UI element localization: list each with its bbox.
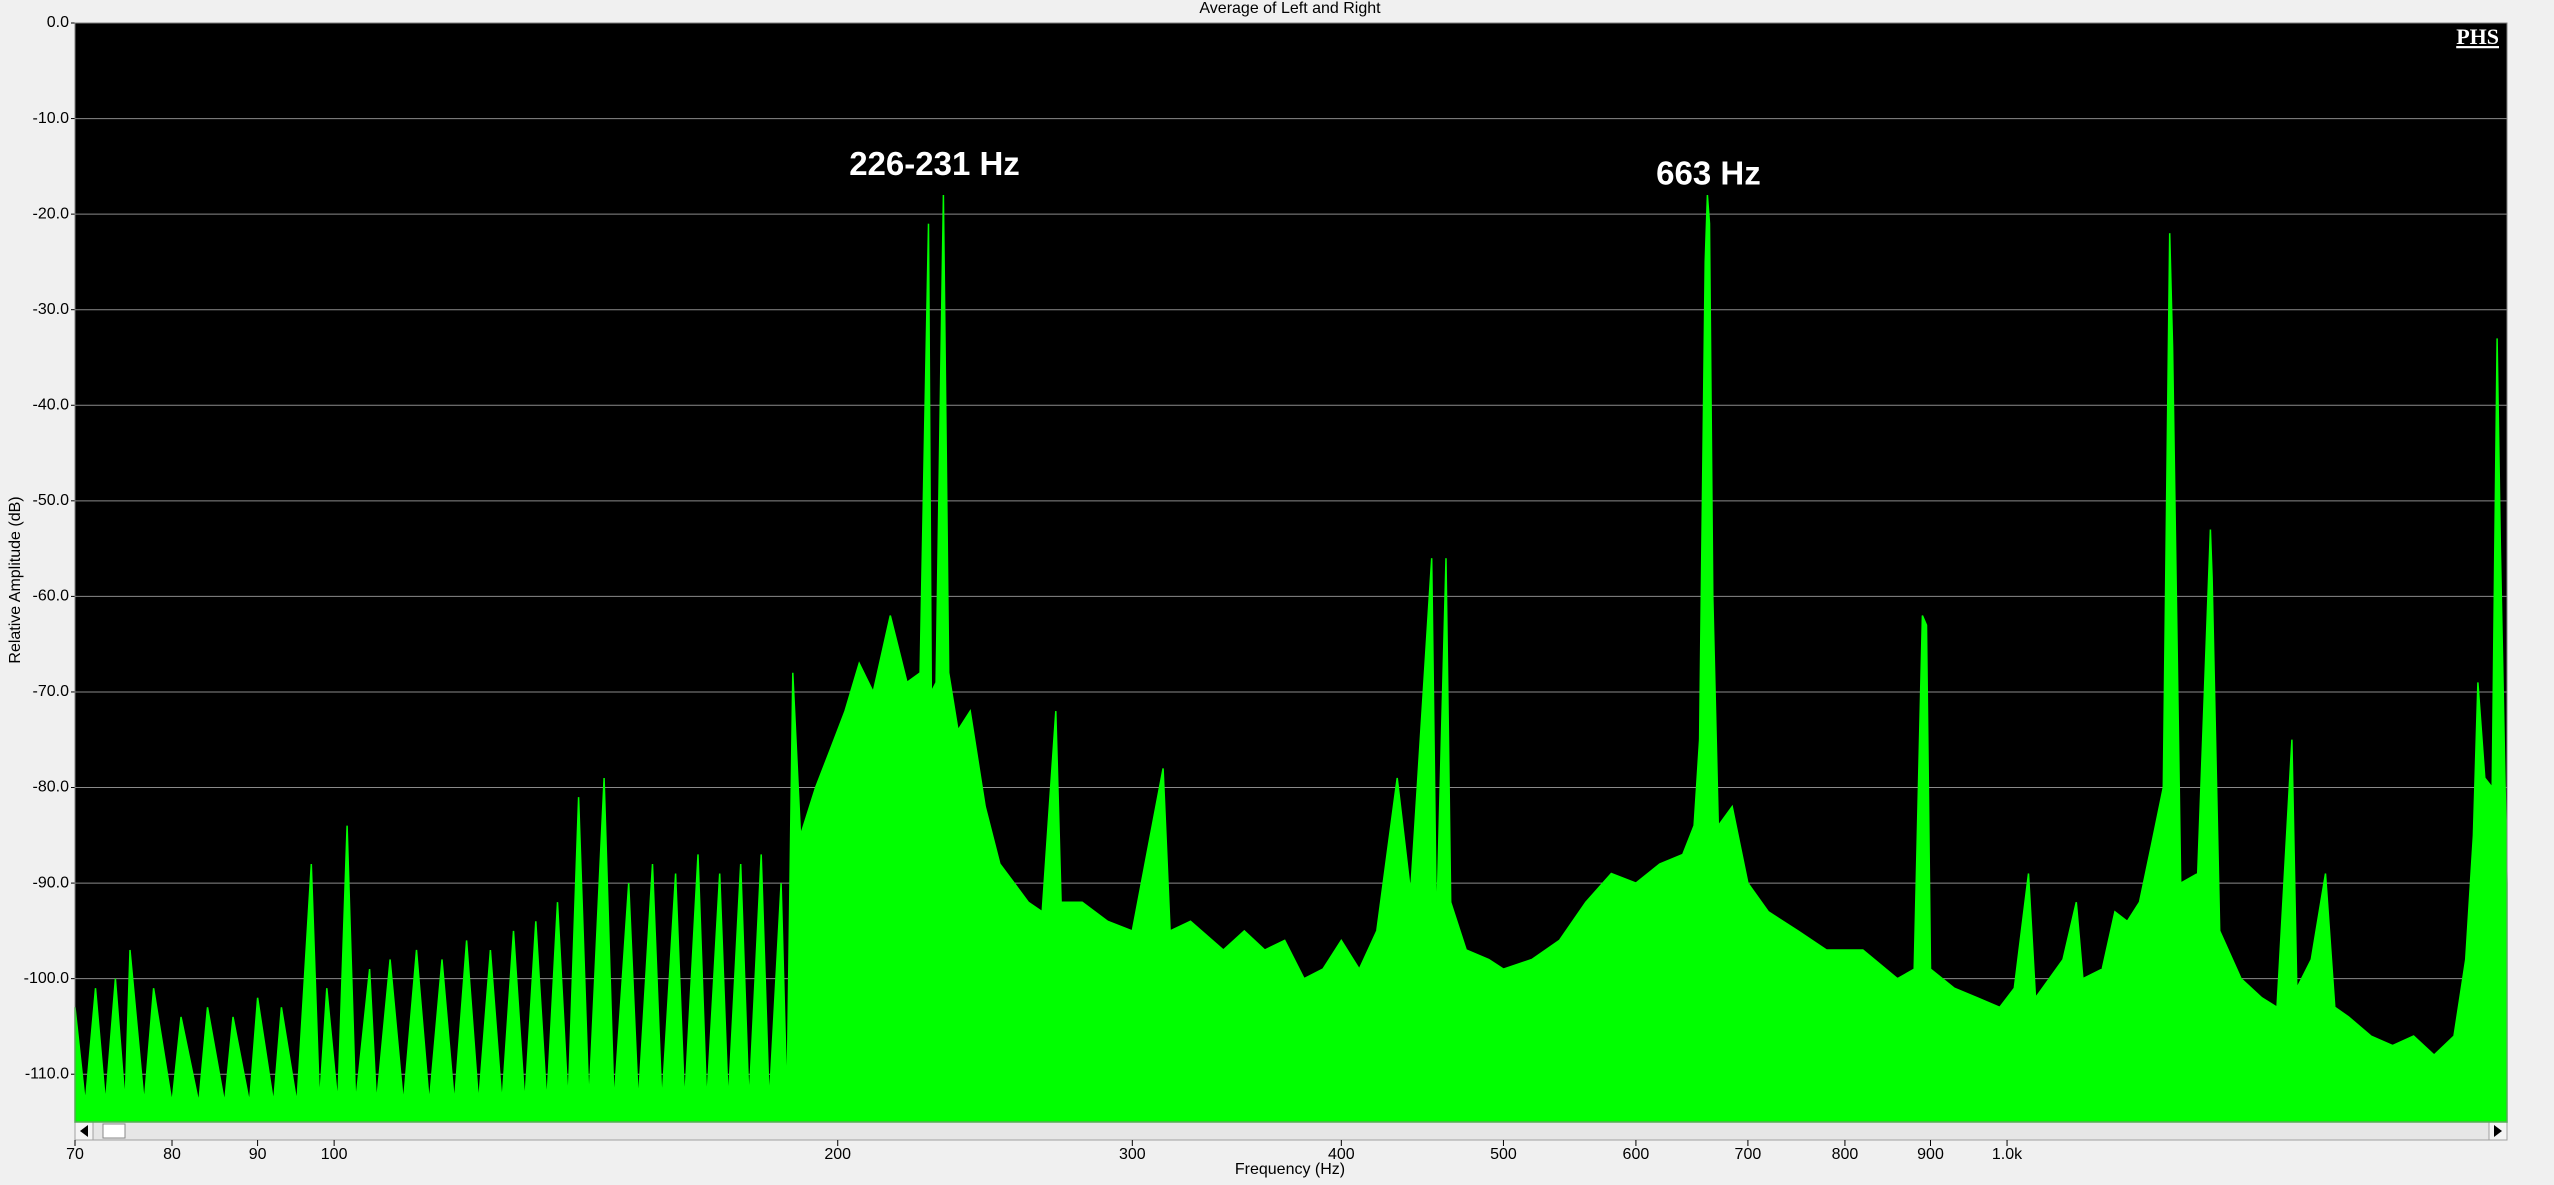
y-tick-label: -100.0 <box>24 970 69 987</box>
y-tick-label: -90.0 <box>33 874 70 891</box>
x-tick-label: 1.0k <box>1992 1146 2023 1163</box>
arrow-right <box>2494 1125 2502 1137</box>
y-tick-label: -60.0 <box>33 588 70 605</box>
x-tick-label: 600 <box>1623 1146 1650 1163</box>
y-tick-label: -50.0 <box>33 492 70 509</box>
chart-title: Average of Left and Right <box>1199 0 1381 17</box>
arrow-left <box>80 1125 88 1137</box>
scroll-thumb[interactable] <box>102 1123 126 1139</box>
y-tick-label: -10.0 <box>33 110 70 127</box>
plot-border <box>74 22 2508 1123</box>
x-tick-label: 800 <box>1832 1146 1859 1163</box>
y-tick-label: 0.0 <box>47 14 69 31</box>
x-tick-label: 900 <box>1917 1146 1944 1163</box>
scroll-track[interactable] <box>74 1121 2508 1141</box>
y-axis-label: Relative Amplitude (dB) <box>7 496 24 663</box>
annotation: 663 Hz <box>1656 155 1761 192</box>
x-tick-label: 90 <box>249 1146 267 1163</box>
scrollbar[interactable] <box>74 1121 2508 1141</box>
x-tick-label: 400 <box>1328 1146 1355 1163</box>
x-axis-label: Frequency (Hz) <box>1235 1161 1345 1178</box>
y-tick-label: -80.0 <box>33 779 70 796</box>
x-tick-label: 500 <box>1490 1146 1517 1163</box>
spectrum-area <box>74 194 2508 1123</box>
y-tick-label: -110.0 <box>25 1065 69 1082</box>
y-tick-label: -20.0 <box>33 205 70 222</box>
x-tick-label: 80 <box>163 1146 181 1163</box>
x-tick-label: 200 <box>824 1146 851 1163</box>
y-tick-label: -70.0 <box>33 683 70 700</box>
logo: PHS <box>2456 24 2499 49</box>
annotation: 226-231 Hz <box>849 145 1020 182</box>
y-tick-label: -30.0 <box>33 301 70 318</box>
plot-area <box>75 23 2507 1122</box>
x-tick-label: 300 <box>1119 1146 1146 1163</box>
x-tick-label: 70 <box>66 1146 84 1163</box>
x-tick-label: 700 <box>1735 1146 1762 1163</box>
y-tick-label: -40.0 <box>33 396 70 413</box>
x-tick-label: 100 <box>321 1146 348 1163</box>
